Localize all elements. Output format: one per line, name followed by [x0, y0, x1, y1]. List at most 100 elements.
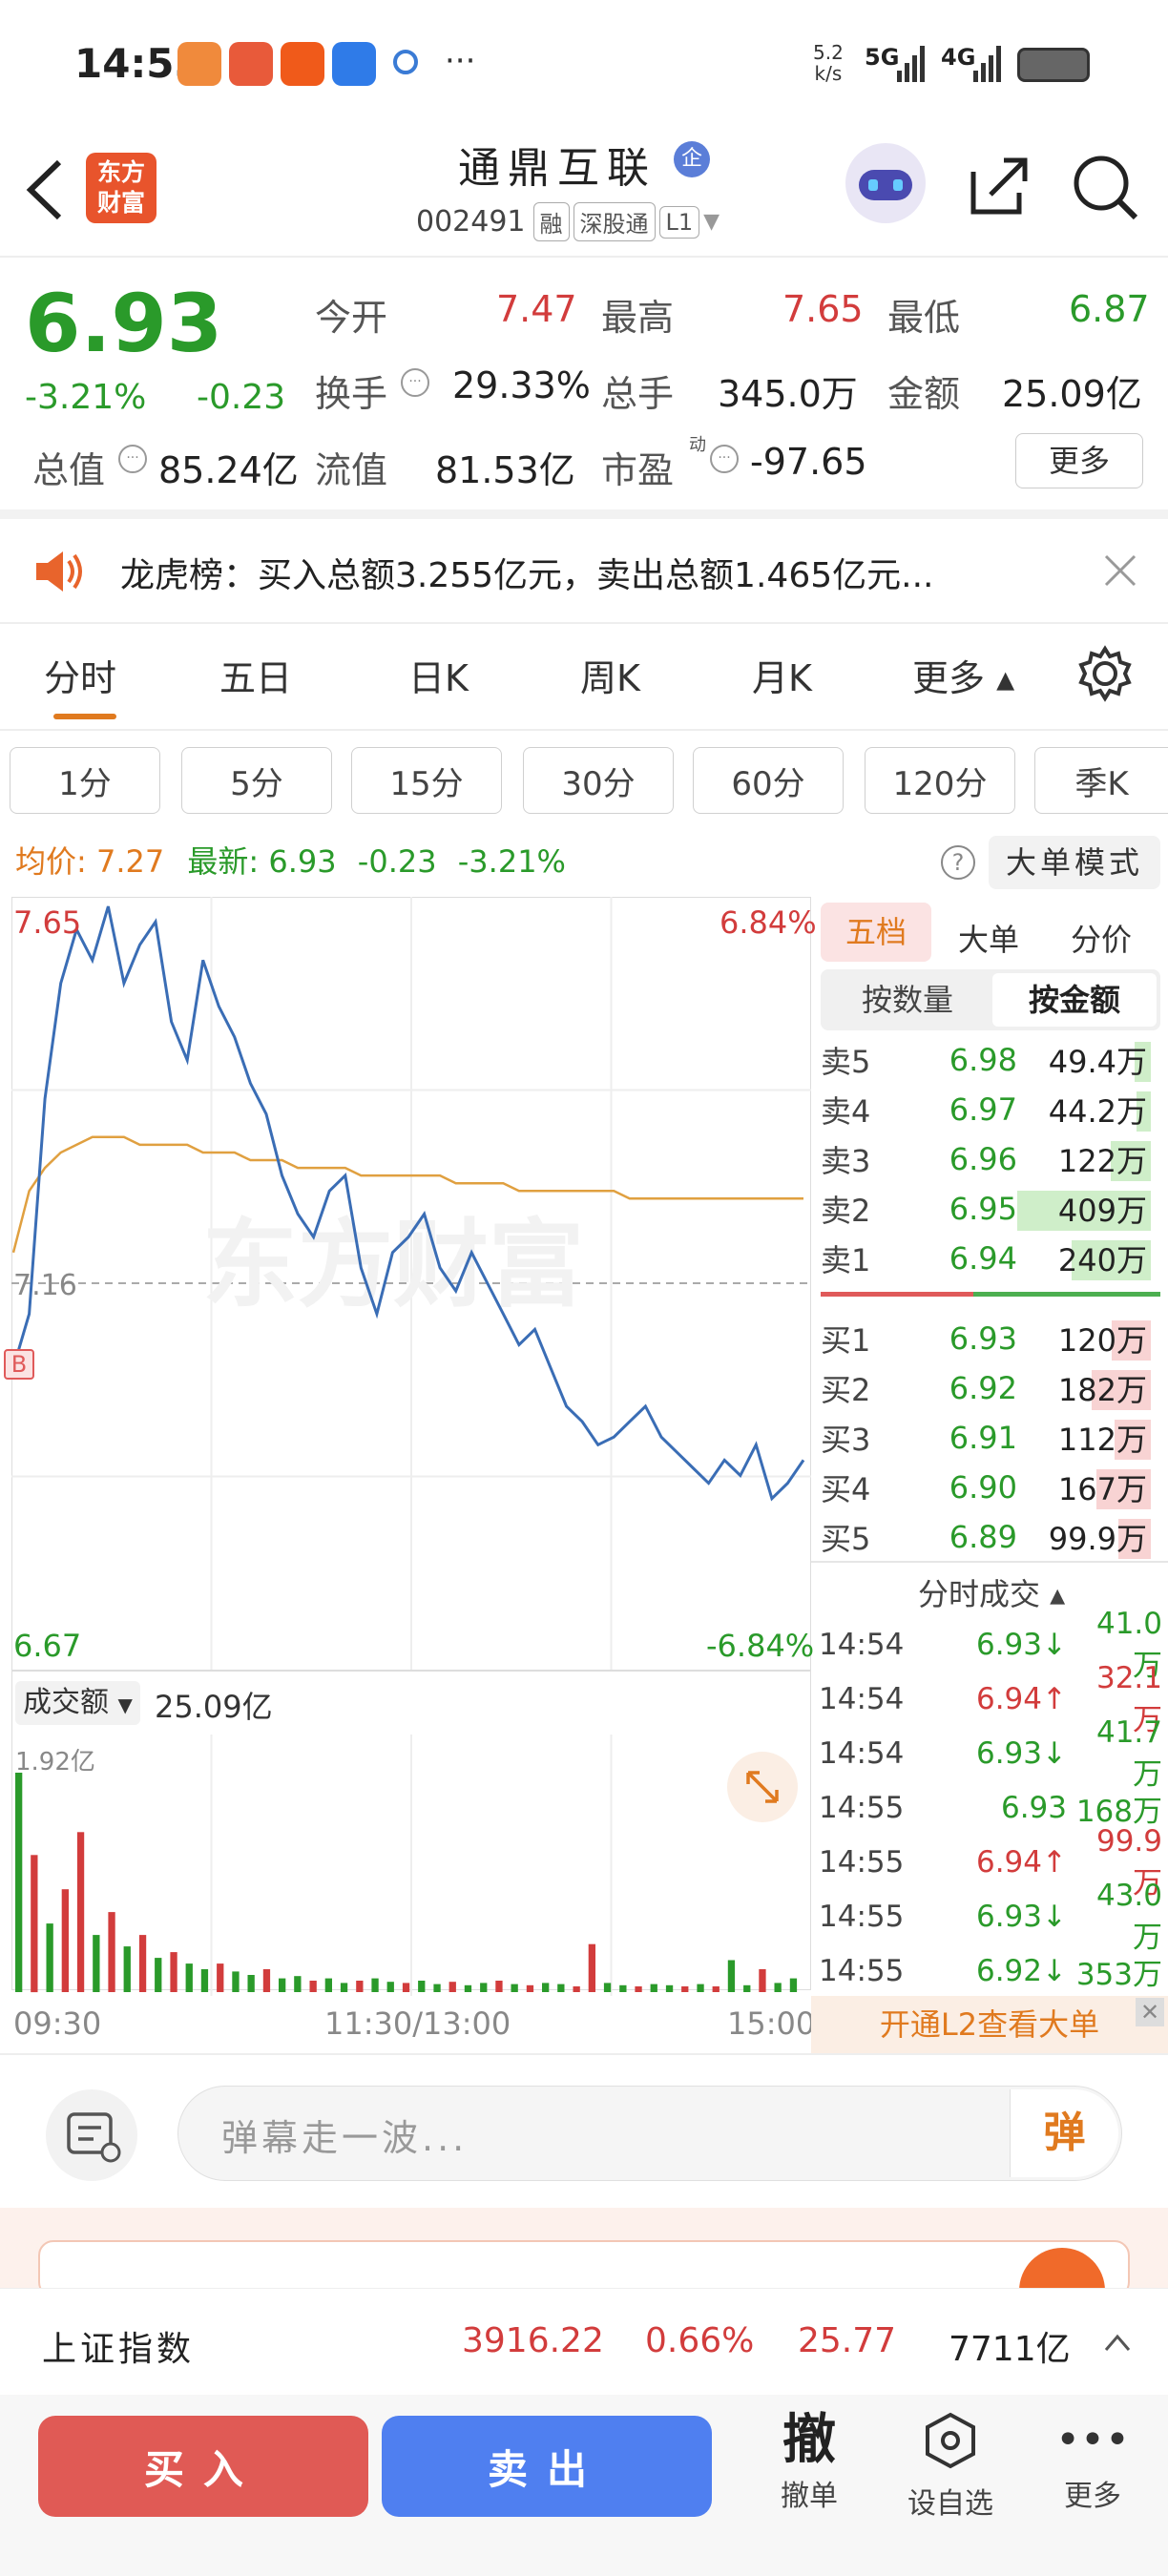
volume-bar: [681, 1986, 689, 1992]
tab-day-k[interactable]: 日K: [408, 657, 469, 699]
ob-buy-row[interactable]: 买5 6.89 99.9万: [821, 1513, 1160, 1561]
battery-icon: [1017, 48, 1090, 82]
big-order-mode-button[interactable]: 大单模式: [989, 836, 1160, 889]
latest-label: 最新:: [187, 843, 260, 880]
info-icon[interactable]: ···: [710, 445, 739, 473]
price-line: [11, 905, 805, 1502]
volume-type-select[interactable]: 成交额 ▼: [15, 1681, 140, 1725]
volume-bar: [386, 1982, 394, 1992]
tick-row: 14:54 6.93↓ 41.0万: [819, 1607, 1162, 1683]
cancel-order-button[interactable]: 撤 撤单: [771, 2409, 847, 2514]
ob-sell-row[interactable]: 卖3 6.96 122万: [821, 1135, 1160, 1183]
volume-bar: [588, 1943, 595, 1992]
ob-sell-row[interactable]: 卖5 6.98 49.4万: [821, 1036, 1160, 1084]
ob-level-label: 买2: [821, 1372, 871, 1408]
subtab-30min[interactable]: 30分: [523, 747, 674, 814]
tab-more[interactable]: 更多 ▴: [912, 657, 1015, 699]
intraday-price-chart[interactable]: 东方财富: [11, 897, 811, 1670]
tab-intraday[interactable]: 分时: [44, 657, 117, 699]
tick-time: 14:55: [819, 1791, 905, 1825]
tick-row: 14:55 6.94↑ 99.9万: [819, 1824, 1162, 1901]
app-icon-5: [393, 50, 418, 74]
ob-buy-row[interactable]: 买1 6.93 120万: [821, 1315, 1160, 1362]
close-icon[interactable]: [1103, 553, 1137, 588]
subtab-120min[interactable]: 120分: [865, 747, 1015, 814]
ob-sell-row[interactable]: 卖1 6.94 240万: [821, 1235, 1160, 1282]
volume-bar: [480, 1983, 488, 1992]
more-quote-button[interactable]: 更多: [1015, 433, 1143, 488]
open-value: 7.47: [496, 288, 577, 330]
add-watchlist-button[interactable]: 设自选: [893, 2409, 1008, 2522]
share-icon[interactable]: [966, 153, 1032, 219]
ob-buy-row[interactable]: 买4 6.90 167万: [821, 1464, 1160, 1511]
app-icon-2: [229, 42, 273, 86]
volume-bar: [511, 1984, 518, 1992]
cancel-icon: 撤: [782, 2409, 836, 2471]
ob-sell-row[interactable]: 卖4 6.97 44.2万: [821, 1086, 1160, 1133]
stock-code-row[interactable]: 002491 融 深股通 L1 ▼: [416, 202, 720, 241]
app-icon-1: [177, 42, 221, 86]
ob-level-label: 买3: [821, 1422, 871, 1458]
subtab-60min[interactable]: 60分: [693, 747, 844, 814]
speaker-icon: [36, 551, 82, 592]
danmu-input[interactable]: [177, 2086, 1122, 2181]
buy-button[interactable]: 买入: [38, 2416, 368, 2517]
close-icon[interactable]: ✕: [1136, 1998, 1164, 2026]
ob-volume: 99.9万: [1017, 1515, 1151, 1559]
ob-tab-big-order[interactable]: 大单: [958, 922, 1020, 958]
chevron-up-icon[interactable]: [1103, 2331, 1132, 2354]
subtab-1min[interactable]: 1分: [10, 747, 160, 814]
search-icon[interactable]: [1069, 151, 1141, 223]
buy-marker[interactable]: B: [4, 1349, 34, 1380]
volume-bar: [155, 1958, 162, 1992]
ob-volume: 240万: [1017, 1236, 1151, 1280]
subtab-15min[interactable]: 15分: [351, 747, 502, 814]
ob-price: 6.97: [949, 1091, 1017, 1128]
index-bar[interactable]: 上证指数 3916.22 0.66% 25.77 7711亿: [0, 2288, 1168, 2395]
ticks-title[interactable]: 分时成交 ▴: [918, 1576, 1066, 1612]
back-icon[interactable]: [23, 156, 65, 223]
tab-five-day[interactable]: 五日: [219, 657, 293, 699]
volume-bar: [356, 1981, 364, 1992]
ob-volume-bar: [1136, 1091, 1151, 1132]
tick-price: 6.92↓: [975, 1954, 1067, 1988]
enterprise-badge: 企: [674, 141, 710, 177]
volume-bar: [650, 1984, 657, 1992]
signal-4g-icon: 4G: [941, 44, 976, 71]
danmu-send-button[interactable]: 弹: [1010, 2089, 1118, 2177]
ob-level-label: 卖3: [821, 1143, 871, 1179]
ob-volume-bar: [1112, 1320, 1151, 1361]
subtab-season-k[interactable]: 季K: [1034, 747, 1168, 814]
danmu-settings-icon[interactable]: [46, 2089, 137, 2181]
tick-row: 14:54 6.93↓ 41.7万: [819, 1715, 1162, 1792]
ob-tab-price[interactable]: 分价: [1071, 922, 1133, 958]
info-icon[interactable]: ···: [401, 368, 429, 397]
volume-bar: [262, 1969, 271, 1992]
expand-icon[interactable]: [727, 1752, 798, 1822]
volume-max-label: 1.92亿: [15, 1748, 95, 1776]
l2-upgrade-banner[interactable]: 开通L2查看大单: [811, 1996, 1168, 2053]
gear-icon[interactable]: [1076, 645, 1134, 702]
ob-mode-by-amount[interactable]: 按金额: [992, 973, 1157, 1027]
help-icon[interactable]: ?: [941, 845, 975, 880]
ob-sell-row[interactable]: 卖2 6.95 409万: [821, 1185, 1160, 1233]
tab-month-k[interactable]: 月K: [752, 657, 812, 699]
volume-bar: [31, 1855, 38, 1993]
ob-volume-bar: [1072, 1240, 1151, 1280]
ob-tab-five-level[interactable]: 五档: [821, 903, 931, 962]
info-icon[interactable]: ···: [118, 445, 147, 473]
ad-banner[interactable]: [0, 2208, 1168, 2334]
more-menu-button[interactable]: ••• 更多: [1050, 2409, 1136, 2514]
volume-bar: [727, 1960, 736, 1992]
ob-buy-row[interactable]: 买2 6.92 182万: [821, 1364, 1160, 1412]
tick-time: 14:54: [819, 1736, 905, 1771]
robot-assistant-icon[interactable]: [845, 143, 926, 223]
sell-button[interactable]: 卖出: [382, 2416, 712, 2517]
tick-price: 6.93↓: [975, 1736, 1067, 1771]
pe-label: 市盈: [601, 449, 675, 491]
ob-mode-by-qty[interactable]: 按数量: [861, 982, 953, 1018]
tab-week-k[interactable]: 周K: [580, 657, 640, 699]
subtab-5min[interactable]: 5分: [181, 747, 332, 814]
notice-bar[interactable]: 龙虎榜：买入总额3.255亿元，卖出总额1.465亿元...: [0, 519, 1168, 622]
ob-buy-row[interactable]: 买3 6.91 112万: [821, 1414, 1160, 1462]
